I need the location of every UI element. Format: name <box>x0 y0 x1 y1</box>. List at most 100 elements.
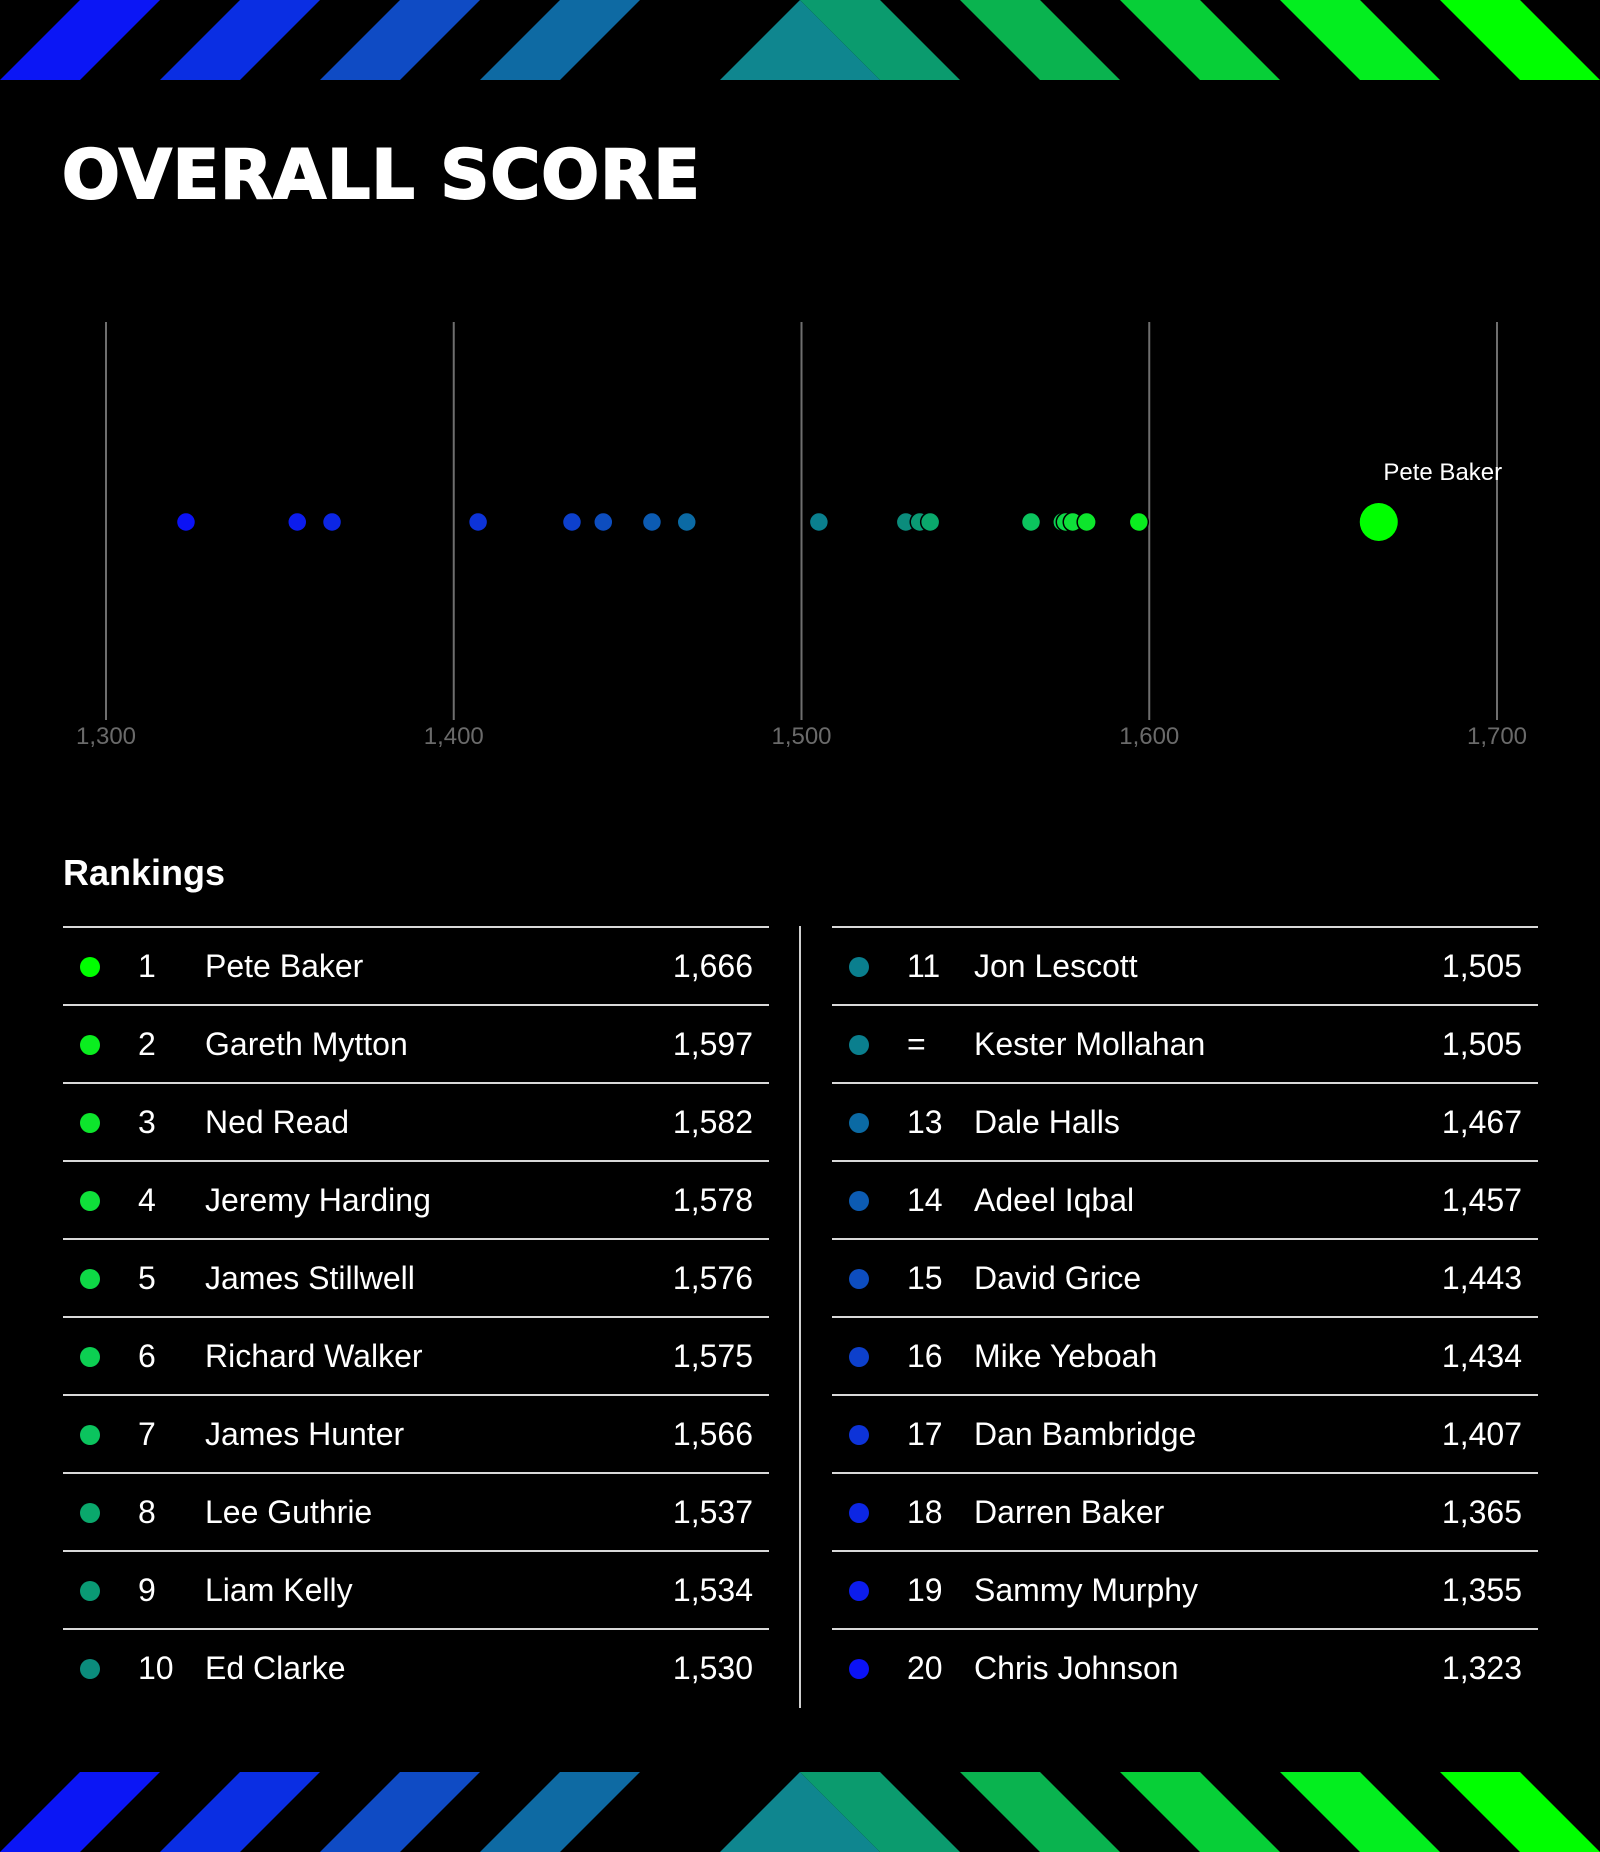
ranking-row: 15 David Grice 1,443 <box>832 1238 1538 1316</box>
highlighted-data-point <box>1359 503 1398 541</box>
ranking-position: 11 <box>907 948 941 984</box>
stripe-segment <box>960 1772 1120 1852</box>
ranking-color-dot <box>849 1503 869 1523</box>
player-name: Sammy Murphy <box>974 1572 1199 1608</box>
ranking-row: 8 Lee Guthrie 1,537 <box>63 1472 769 1550</box>
stripe-segment <box>480 1772 640 1852</box>
stripe-segment <box>720 0 880 80</box>
ranking-row: = Kester Mollahan 1,505 <box>832 1004 1538 1082</box>
ranking-color-dot <box>849 1425 869 1445</box>
stripe-segment <box>0 1772 160 1852</box>
data-point <box>1128 511 1150 533</box>
player-name: Mike Yeboah <box>974 1338 1158 1374</box>
ranking-position: 13 <box>907 1104 943 1140</box>
player-score: 1,534 <box>672 1572 753 1608</box>
ranking-position: 5 <box>138 1260 156 1296</box>
stripe-segment <box>480 0 640 80</box>
ranking-row: 18 Darren Baker 1,365 <box>832 1472 1538 1550</box>
ranking-color-dot <box>80 1425 100 1445</box>
stripe-segment <box>720 1772 880 1852</box>
data-point <box>561 511 583 533</box>
x-tick-label: 1,400 <box>424 723 484 750</box>
player-name: James Hunter <box>205 1416 405 1452</box>
ranking-color-dot <box>849 957 869 977</box>
ranking-color-dot <box>80 1347 100 1367</box>
grid-lines <box>105 322 1498 720</box>
stripe-segment <box>320 1772 480 1852</box>
ranking-row: 7 James Hunter 1,566 <box>63 1394 769 1472</box>
player-score: 1,505 <box>1441 1026 1522 1062</box>
ranking-position: 6 <box>138 1338 156 1374</box>
ranking-color-dot <box>80 1035 100 1055</box>
ranking-color-dot <box>849 1113 869 1133</box>
top-stripe-banner <box>0 0 1600 80</box>
player-score: 1,323 <box>1441 1650 1522 1686</box>
ranking-position: 19 <box>907 1572 943 1608</box>
player-score: 1,434 <box>1441 1338 1522 1374</box>
ranking-position: 15 <box>907 1260 943 1296</box>
stripe-segment <box>1440 1772 1600 1852</box>
player-name: Gareth Mytton <box>205 1026 408 1062</box>
data-points <box>175 503 1398 541</box>
player-name: Dale Halls <box>974 1104 1120 1140</box>
player-score: 1,537 <box>672 1494 753 1530</box>
rankings-list-right: 11 Jon Lescott 1,505 = Kester Mollahan 1,505 1… <box>832 926 1538 1706</box>
player-score: 1,457 <box>1441 1182 1522 1218</box>
stripe-segment <box>160 1772 320 1852</box>
ranking-position: 1 <box>138 948 156 984</box>
ranking-position: = <box>907 1026 926 1062</box>
ranking-row: 16 Mike Yeboah 1,434 <box>832 1316 1538 1394</box>
player-score: 1,575 <box>672 1338 753 1374</box>
x-tick-label: 1,600 <box>1119 723 1179 750</box>
ranking-position: 8 <box>138 1494 156 1530</box>
player-name: Ned Read <box>205 1104 350 1140</box>
ranking-color-dot <box>80 1269 100 1289</box>
ranking-row: 4 Jeremy Harding 1,578 <box>63 1160 769 1238</box>
x-tick-label: 1,500 <box>771 723 831 750</box>
ranking-position: 14 <box>907 1182 943 1218</box>
player-name: Liam Kelly <box>205 1572 353 1608</box>
ranking-color-dot <box>80 1113 100 1133</box>
player-name: Ed Clarke <box>205 1650 346 1686</box>
ranking-position: 10 <box>138 1650 174 1686</box>
player-score: 1,578 <box>672 1182 753 1218</box>
ranking-row: 3 Ned Read 1,582 <box>63 1082 769 1160</box>
ranking-color-dot <box>80 957 100 977</box>
ranking-position: 2 <box>138 1026 156 1062</box>
ranking-row: 19 Sammy Murphy 1,355 <box>832 1550 1538 1628</box>
ranking-color-dot <box>80 1659 100 1679</box>
rankings-list-left: 1 Pete Baker 1,666 2 Gareth Mytton 1,597 3 Ned … <box>63 926 769 1706</box>
ranking-color-dot <box>849 1347 869 1367</box>
ranking-color-dot <box>80 1581 100 1601</box>
stripe-segment <box>800 1772 960 1852</box>
ranking-row: 13 Dale Halls 1,467 <box>832 1082 1538 1160</box>
column-divider <box>799 926 801 1708</box>
player-score: 1,530 <box>672 1650 753 1686</box>
stripe-segment <box>1120 0 1280 80</box>
ranking-color-dot <box>849 1191 869 1211</box>
stripe-segment <box>1280 0 1440 80</box>
data-point <box>808 511 830 533</box>
rankings-heading: Rankings <box>63 852 226 893</box>
bottom-stripe-banner <box>0 1772 1600 1852</box>
ranking-position: 7 <box>138 1416 156 1452</box>
ranking-position: 3 <box>138 1104 156 1140</box>
stripe-segment <box>1120 1772 1280 1852</box>
ranking-position: 17 <box>907 1416 943 1452</box>
ranking-color-dot <box>849 1581 869 1601</box>
ranking-row: 14 Adeel Iqbal 1,457 <box>832 1160 1538 1238</box>
highlight-label: Pete Baker <box>1383 459 1502 486</box>
player-score: 1,355 <box>1441 1572 1522 1608</box>
ranking-row: 17 Dan Bambridge 1,407 <box>832 1394 1538 1472</box>
player-score: 1,582 <box>672 1104 753 1140</box>
data-point <box>287 511 308 533</box>
ranking-row: 10 Ed Clarke 1,530 <box>63 1628 769 1706</box>
player-score: 1,407 <box>1441 1416 1522 1452</box>
player-name: Jon Lescott <box>974 948 1138 984</box>
stripe-segment <box>800 0 960 80</box>
player-score: 1,365 <box>1441 1494 1522 1530</box>
player-score: 1,505 <box>1441 948 1522 984</box>
stripe-segment <box>1280 1772 1440 1852</box>
player-name: Jeremy Harding <box>205 1182 431 1218</box>
data-point <box>593 511 614 533</box>
